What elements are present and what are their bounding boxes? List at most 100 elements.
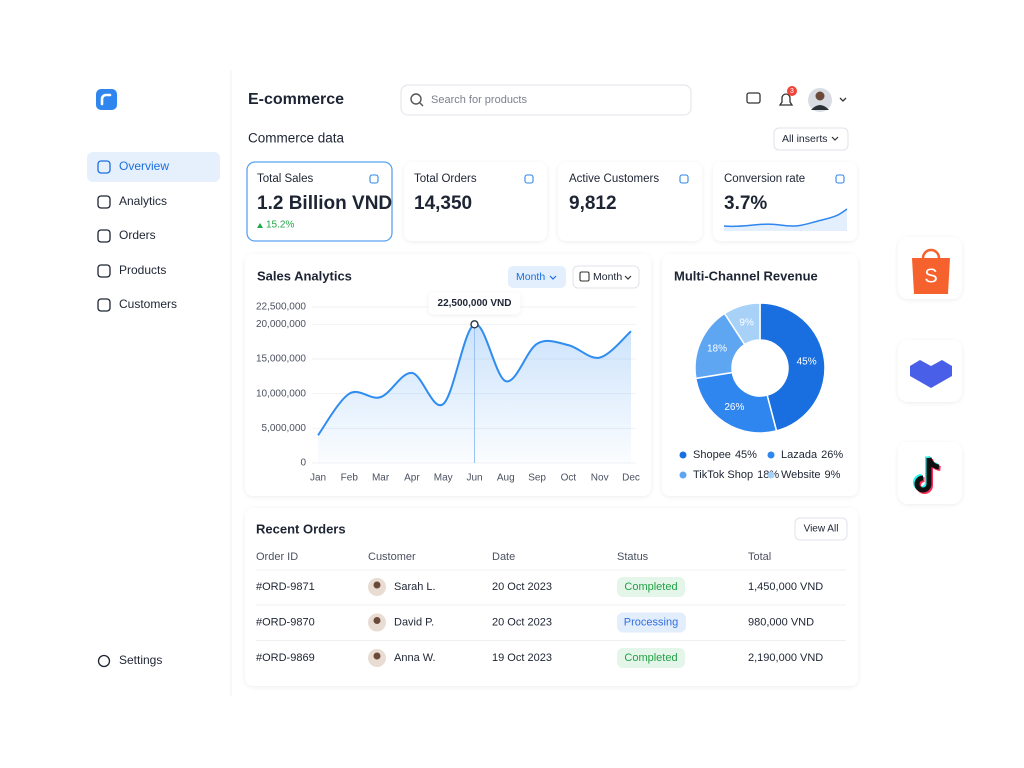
nav-item[interactable]: Analytics [119, 194, 167, 208]
order-status: Completed [624, 581, 677, 593]
y-tick-label: 0 [300, 458, 306, 469]
view-all[interactable]: View All [804, 524, 839, 535]
period-button[interactable] [508, 266, 566, 288]
nav-icon[interactable] [97, 229, 111, 243]
logo[interactable] [96, 89, 117, 110]
kpi-label: Total Orders [414, 173, 477, 185]
hover-point [470, 320, 479, 329]
sparkline [723, 208, 848, 228]
bell-icon[interactable] [778, 93, 794, 106]
x-tick-label: Dec [622, 473, 640, 484]
nav-settings: Settings [119, 653, 162, 667]
kpi-label: Total Sales [257, 173, 314, 185]
kpi-card[interactable] [404, 162, 547, 241]
chevron [549, 275, 557, 280]
nav-icon[interactable] [97, 264, 111, 278]
order-date: 19 Oct 2023 [492, 652, 552, 664]
order-total: 1,450,000 VND [748, 581, 823, 593]
order-total: 980,000 VND [748, 616, 814, 628]
order-total: 2,190,000 VND [748, 652, 823, 664]
order-status: Completed [624, 652, 677, 664]
status-pill [617, 577, 685, 597]
x-tick-label: Aug [497, 473, 515, 484]
legend-value: 26% [821, 449, 843, 461]
kpi-value: 1.2 Billion VND [257, 193, 392, 214]
control-label: Month [593, 271, 622, 283]
page-title: E-commerce [248, 91, 344, 108]
legend-dot [679, 471, 687, 479]
search-icon-handle [419, 102, 424, 107]
legend-value: 9% [825, 469, 841, 481]
legend-dot [767, 451, 775, 459]
avatar-head [373, 652, 381, 660]
nav-active-bg [87, 152, 220, 182]
donut-slice [723, 302, 761, 346]
filter-label: All inserts [782, 133, 828, 145]
y-tick-label: 5,000,000 [262, 423, 307, 434]
revenue-card [662, 254, 858, 496]
chevron [624, 275, 632, 280]
order-status: Processing [624, 616, 678, 628]
logo-mark [100, 93, 112, 106]
column-header: Total [748, 551, 771, 563]
slice-label: 26% [724, 402, 744, 413]
order-id: #ORD-9871 [256, 581, 315, 593]
kpi-label: Active Customers [569, 173, 659, 185]
column-header: Status [617, 551, 649, 563]
section-title: Commerce data [248, 131, 345, 146]
view-all-button[interactable] [794, 517, 848, 541]
column-header: Customer [368, 551, 416, 563]
order-date: 20 Oct 2023 [492, 581, 552, 593]
kpi-value: 9,812 [569, 193, 617, 214]
legend-entry: TikTok Shop18% [693, 469, 779, 481]
nav-icon[interactable] [97, 195, 111, 209]
kpi-card[interactable] [246, 161, 393, 242]
x-tick-label: Jun [466, 473, 482, 484]
chat-icon[interactable] [746, 92, 761, 104]
tiktok-logo [914, 457, 940, 493]
search-placeholder: Search for products [431, 94, 527, 106]
settings-icon[interactable] [97, 654, 111, 668]
user-menu-chevron[interactable] [839, 97, 847, 102]
legend-name: TikTok Shop [693, 469, 753, 481]
nav-icon[interactable] [97, 298, 111, 312]
search-box[interactable] [400, 84, 692, 116]
kpi-icon [524, 174, 534, 184]
y-tick-label: 20,000,000 [256, 319, 306, 330]
legend-entry: Lazada 26% [781, 449, 843, 461]
legend-name: Shopee [693, 449, 731, 461]
kpi-icon [679, 174, 689, 184]
x-tick-label: Sep [528, 473, 546, 484]
order-id: #ORD-9870 [256, 616, 315, 628]
y-tick-label: 15,000,000 [256, 354, 306, 365]
period-select[interactable] [572, 265, 640, 289]
nav-item[interactable]: Orders [119, 228, 156, 242]
avatar-head [373, 581, 381, 589]
chart-title: Sales Analytics [257, 268, 352, 283]
kpi-label: Conversion rate [724, 173, 805, 185]
orders-card [245, 508, 858, 686]
nav-item[interactable]: Products [119, 263, 166, 277]
x-tick-label: Jan [310, 473, 326, 484]
legend-name: Website [781, 469, 821, 481]
control-label: Month [516, 271, 545, 283]
kpi-card[interactable] [558, 162, 702, 241]
filter-button[interactable] [773, 127, 849, 151]
kpi-value: 3.7% [724, 193, 767, 214]
chevron [831, 136, 839, 141]
slice-label: 18% [707, 344, 727, 355]
nav-item[interactable]: Overview [119, 159, 169, 173]
legend-dot [679, 451, 687, 459]
nav-item[interactable]: Customers [119, 297, 177, 311]
x-tick-label: Mar [372, 473, 390, 484]
slice-label: 45% [797, 357, 817, 368]
shopee-logo [912, 258, 950, 294]
legend-entry: Shopee 45% [693, 449, 757, 461]
notification-count: 3 [790, 88, 794, 95]
avatar-head [815, 91, 825, 101]
x-tick-label: Nov [591, 473, 609, 484]
customer-name: Sarah L. [394, 581, 436, 593]
nav-icon[interactable] [97, 160, 111, 174]
table-title: Recent Orders [256, 521, 346, 536]
